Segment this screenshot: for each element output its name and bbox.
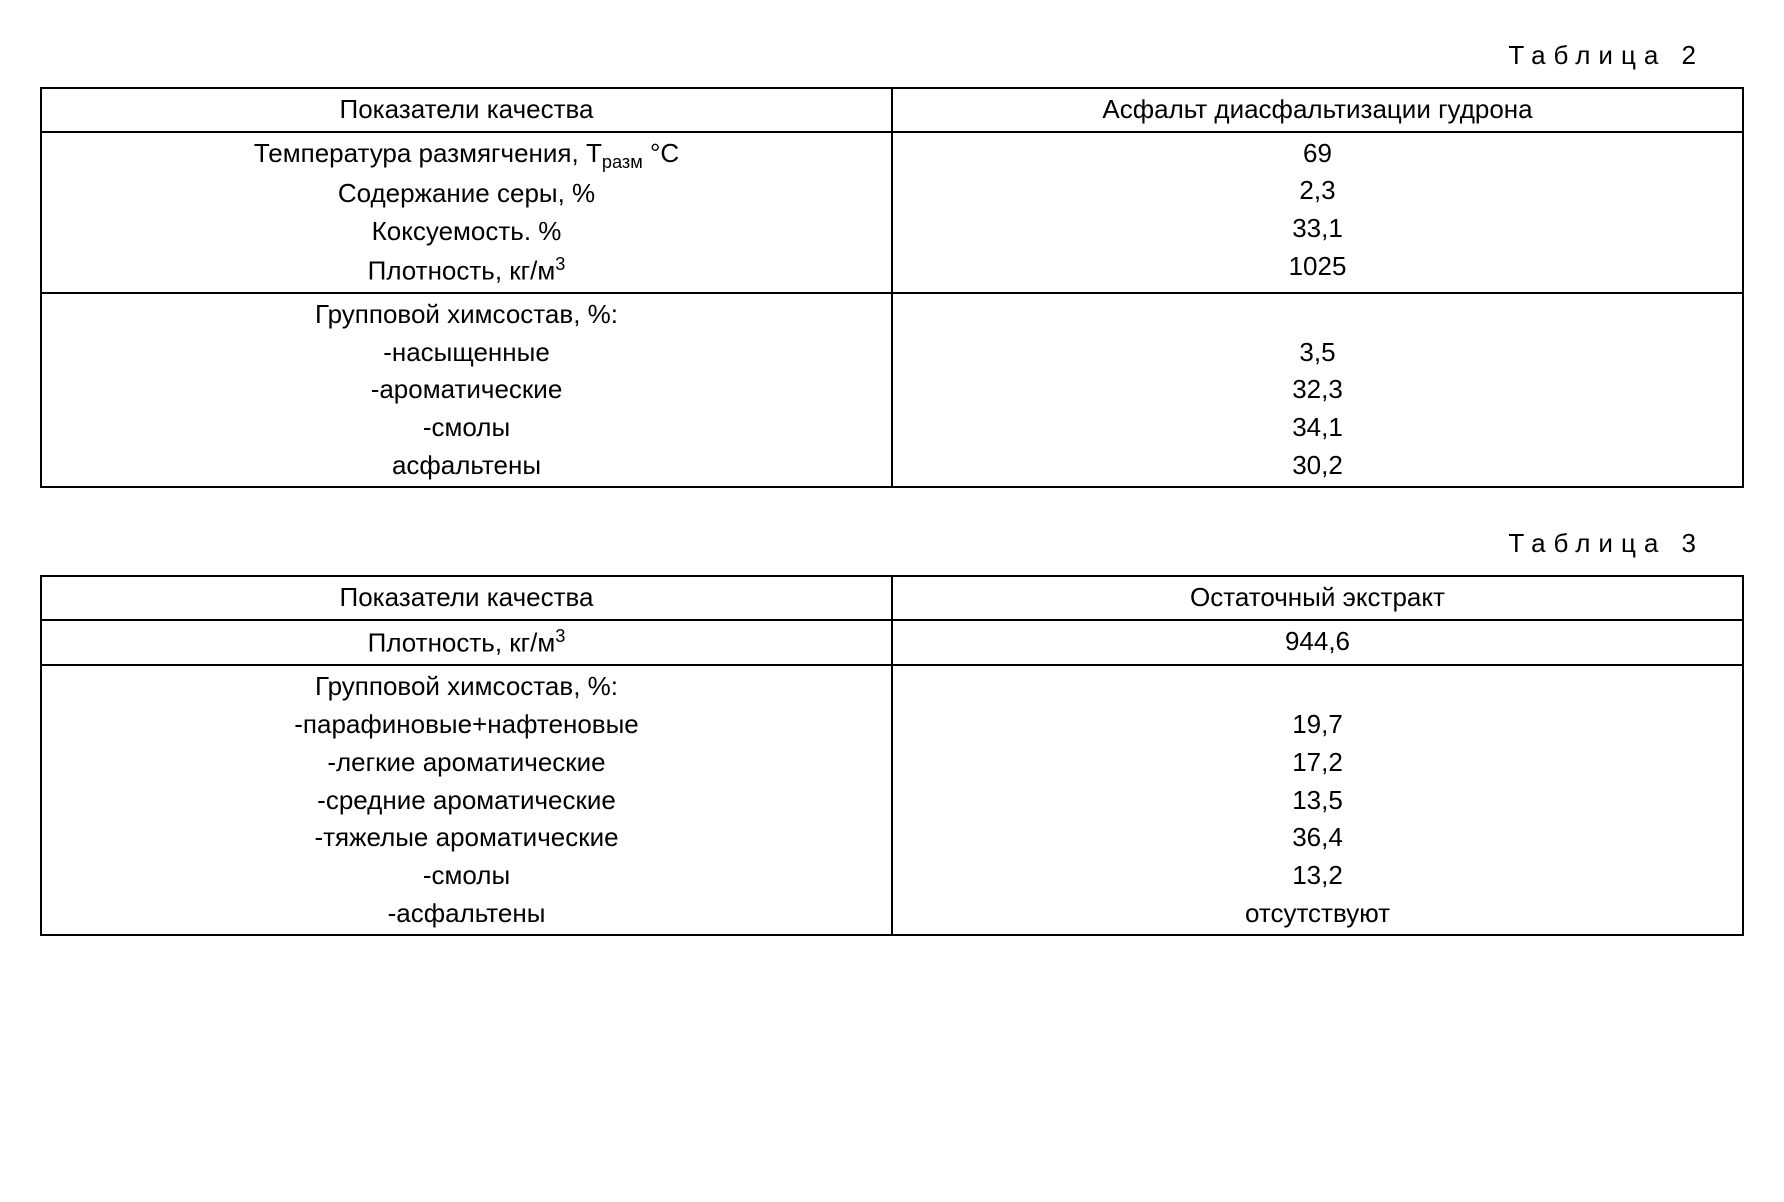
table3-block2-left-cell: Групповой химсостав, %:-парафиновые+нафт…	[41, 665, 892, 935]
table3-header-left-cell: Показатели качества	[41, 576, 892, 620]
table3-block1-left-cell: Плотность, кг/м3	[41, 620, 892, 665]
table3-header-right-cell: Остаточный экстракт	[892, 576, 1743, 620]
table3-block1-right: 944,6	[893, 621, 1742, 663]
table3-caption: Таблица 3	[40, 528, 1704, 559]
table2-header-left: Показатели качества	[42, 89, 891, 131]
table3: Показатели качества Остаточный экстракт …	[40, 575, 1744, 936]
table2-header-left-cell: Показатели качества	[41, 88, 892, 132]
table2-block2-right-cell: 3,532,334,130,2	[892, 293, 1743, 487]
table2-block2-right: 3,532,334,130,2	[893, 294, 1742, 486]
table2-block2-row: Групповой химсостав, %:-насыщенные-арома…	[41, 293, 1743, 487]
table2-block1-left: Температура размягчения, Тразм °ССодержа…	[42, 133, 891, 292]
table2-block1-left-cell: Температура размягчения, Тразм °ССодержа…	[41, 132, 892, 293]
table2-block2-left: Групповой химсостав, %:-насыщенные-арома…	[42, 294, 891, 486]
table2-caption: Таблица 2	[40, 40, 1704, 71]
table2-header-row: Показатели качества Асфальт диасфальтиза…	[41, 88, 1743, 132]
table3-block1-row: Плотность, кг/м3 944,6	[41, 620, 1743, 665]
table3-block2-row: Групповой химсостав, %:-парафиновые+нафт…	[41, 665, 1743, 935]
table3-header-left: Показатели качества	[42, 577, 891, 619]
table2: Показатели качества Асфальт диасфальтиза…	[40, 87, 1744, 488]
table3-block2-right: 19,717,213,536,413,2отсутствуют	[893, 666, 1742, 934]
table3-block2-left: Групповой химсостав, %:-парафиновые+нафт…	[42, 666, 891, 934]
table3-header-row: Показатели качества Остаточный экстракт	[41, 576, 1743, 620]
table2-header-right-cell: Асфальт диасфальтизации гудрона	[892, 88, 1743, 132]
table2-block1-row: Температура размягчения, Тразм °ССодержа…	[41, 132, 1743, 293]
table2-block1-right: 692,333,11025	[893, 133, 1742, 288]
table2-block2-left-cell: Групповой химсостав, %:-насыщенные-арома…	[41, 293, 892, 487]
table3-block2-right-cell: 19,717,213,536,413,2отсутствуют	[892, 665, 1743, 935]
table3-header-right: Остаточный экстракт	[893, 577, 1742, 619]
table3-block1-left: Плотность, кг/м3	[42, 621, 891, 664]
table3-block1-right-cell: 944,6	[892, 620, 1743, 665]
table2-block1-right-cell: 692,333,11025	[892, 132, 1743, 293]
table2-header-right: Асфальт диасфальтизации гудрона	[893, 89, 1742, 131]
